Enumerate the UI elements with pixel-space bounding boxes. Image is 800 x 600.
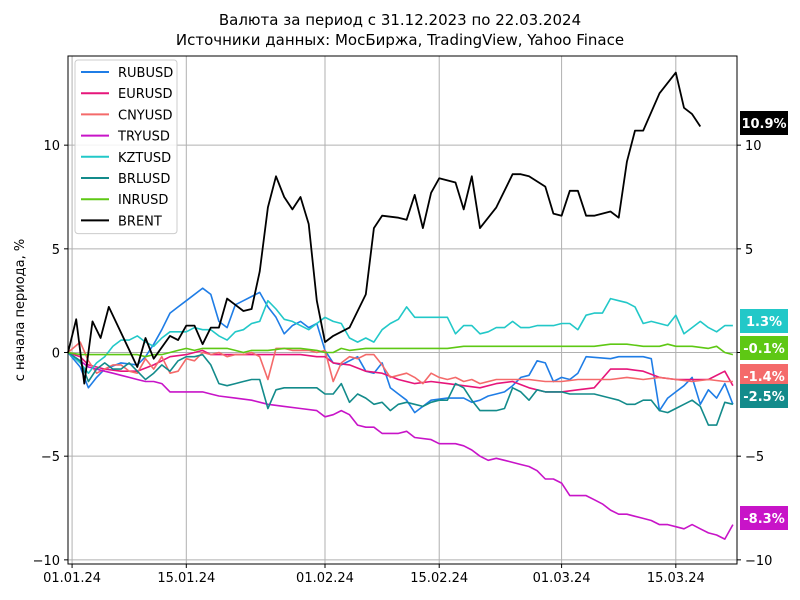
series-line-brent xyxy=(67,71,702,385)
last-value-badges: -1.4% -8.3% 1.3% -2.5% -0.1% 10.9% xyxy=(740,111,788,530)
chart-title: Валюта за период с 31.12.2023 по 22.03.2… xyxy=(218,11,582,29)
badge-bg-kztusd xyxy=(740,309,788,333)
chart-title-block: Валюта за период с 31.12.2023 по 22.03.2… xyxy=(0,10,800,50)
series-line-rubusd xyxy=(67,287,734,414)
badge-value-brlusd: -2.5% xyxy=(743,390,784,405)
y-axis-label: с начала периода, % xyxy=(13,239,28,382)
x-tick-label: 15.03.24 xyxy=(647,571,705,586)
badge-value-brent: 10.9% xyxy=(741,117,786,132)
series-line-tryusd xyxy=(67,351,734,540)
legend-label-brlusd: BRLUSD xyxy=(118,172,170,187)
legend: RUBUSD EURUSD CNYUSD TRYUSD KZTUSD BRLUSD INRU… xyxy=(74,59,178,235)
legend-label-eurusd: EURUSD xyxy=(118,87,173,102)
series-layer xyxy=(67,71,734,540)
y-tick-label-left: 10 xyxy=(43,139,60,154)
chart-subtitle: Источники данных: МосБиржа, TradingView,… xyxy=(175,31,625,49)
series-line-eurusd xyxy=(67,349,734,393)
badge-value-tryusd: -8.3% xyxy=(743,512,784,527)
y-tick-label-right: −10 xyxy=(745,554,772,569)
x-tick-label: 01.01.24 xyxy=(43,571,101,586)
y-tick-label-left: 0 xyxy=(52,347,60,362)
badge-bg-brlusd xyxy=(740,384,788,408)
legend-label-inrusd: INRUSD xyxy=(118,193,168,208)
badge-bg-inrusd xyxy=(740,336,788,360)
x-tick-label: 01.03.24 xyxy=(533,571,591,586)
badge-value-cnyusd: -1.4% xyxy=(743,370,784,385)
y-tick-label-left: −5 xyxy=(41,450,60,465)
y-tick-label-left: 5 xyxy=(52,243,60,258)
legend-box xyxy=(74,59,178,235)
x-tick-label: 15.01.24 xyxy=(157,571,215,586)
x-tick-label: 01.02.24 xyxy=(296,571,354,586)
series-line-inrusd xyxy=(67,343,734,358)
series-line-kztusd xyxy=(67,297,733,375)
badge-value-kztusd: 1.3% xyxy=(746,315,782,330)
legend-label-kztusd: KZTUSD xyxy=(118,151,171,166)
grid-layer xyxy=(68,56,737,564)
badge-value-inrusd: -0.1% xyxy=(743,342,784,357)
tick-layer: 01.01.24 15.01.24 01.02.24 15.02.24 01.03.24… xyxy=(33,139,773,586)
y-tick-label-right: −5 xyxy=(745,450,764,465)
series-line-brlusd xyxy=(67,351,734,426)
y-tick-label-right: 10 xyxy=(745,139,762,154)
x-tick-label: 15.02.24 xyxy=(410,571,468,586)
series-line-cnyusd xyxy=(67,341,733,385)
legend-label-tryusd: TRYUSD xyxy=(117,130,170,145)
plot-frame xyxy=(67,55,738,565)
y-tick-label-right: 5 xyxy=(745,243,753,258)
badge-bg-brent xyxy=(740,111,788,135)
badge-bg-tryusd xyxy=(740,506,788,530)
legend-label-cnyusd: CNYUSD xyxy=(118,108,173,123)
y-tick-label-left: −10 xyxy=(33,554,60,569)
legend-label-brent: BRENT xyxy=(118,214,162,229)
legend-label-rubusd: RUBUSD xyxy=(118,66,173,81)
